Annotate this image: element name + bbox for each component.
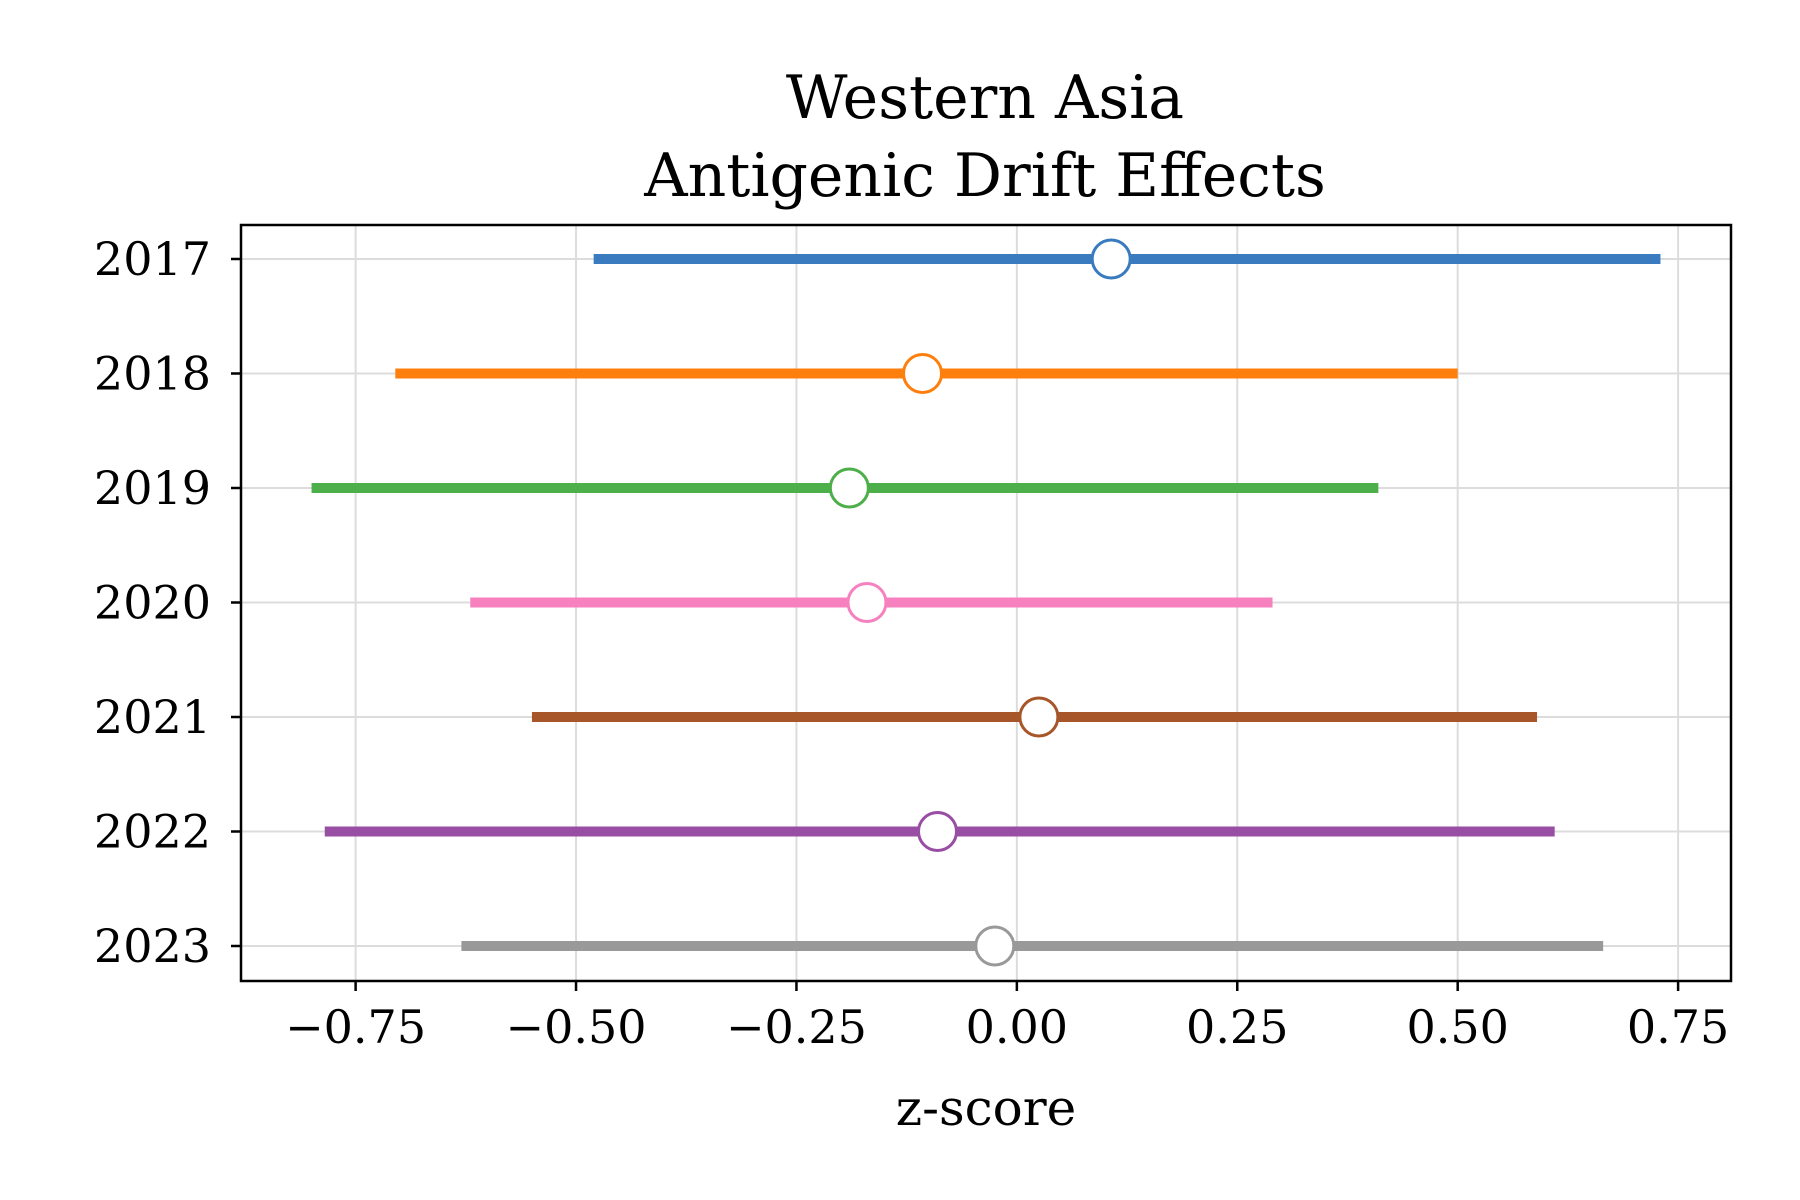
estimate-point-2017 <box>1090 238 1132 280</box>
x-tick-label: −0.75 <box>285 1000 426 1054</box>
estimate-point-2022 <box>917 811 959 852</box>
x-tick-label: 0.00 <box>966 1000 1068 1054</box>
chart-title-line-1: Western Asia <box>786 63 1184 133</box>
y-tick-label: 2017 <box>94 232 211 286</box>
x-tick-label: 0.75 <box>1627 1000 1729 1054</box>
y-tick-label: 2021 <box>94 690 211 744</box>
x-axis-label: z-score <box>896 1079 1077 1137</box>
estimate-point-2019 <box>828 467 870 509</box>
x-tick-label: −0.50 <box>506 1000 647 1054</box>
y-tick-label: 2020 <box>94 576 211 630</box>
x-tick-label: −0.25 <box>726 1000 867 1054</box>
estimate-point-2020 <box>846 582 888 623</box>
series-layer <box>311 238 1661 967</box>
estimate-point-2023 <box>974 925 1016 967</box>
estimate-point-2018 <box>902 353 944 394</box>
y-tick-label: 2019 <box>94 461 211 515</box>
y-tick-label: 2022 <box>94 805 211 859</box>
tick-layer: −0.75 −0.50 −0.25 0.00 0.25 0.50 0.75 2017 2018 2… <box>94 232 1729 1054</box>
x-tick-label: 0.50 <box>1406 1000 1508 1054</box>
y-tick-label: 2023 <box>94 919 211 973</box>
estimate-point-2021 <box>1018 696 1060 738</box>
chart-title-line-2: Antigenic Drift Effects <box>643 141 1326 211</box>
y-tick-label: 2018 <box>94 347 211 401</box>
x-tick-label: 0.25 <box>1186 1000 1288 1054</box>
